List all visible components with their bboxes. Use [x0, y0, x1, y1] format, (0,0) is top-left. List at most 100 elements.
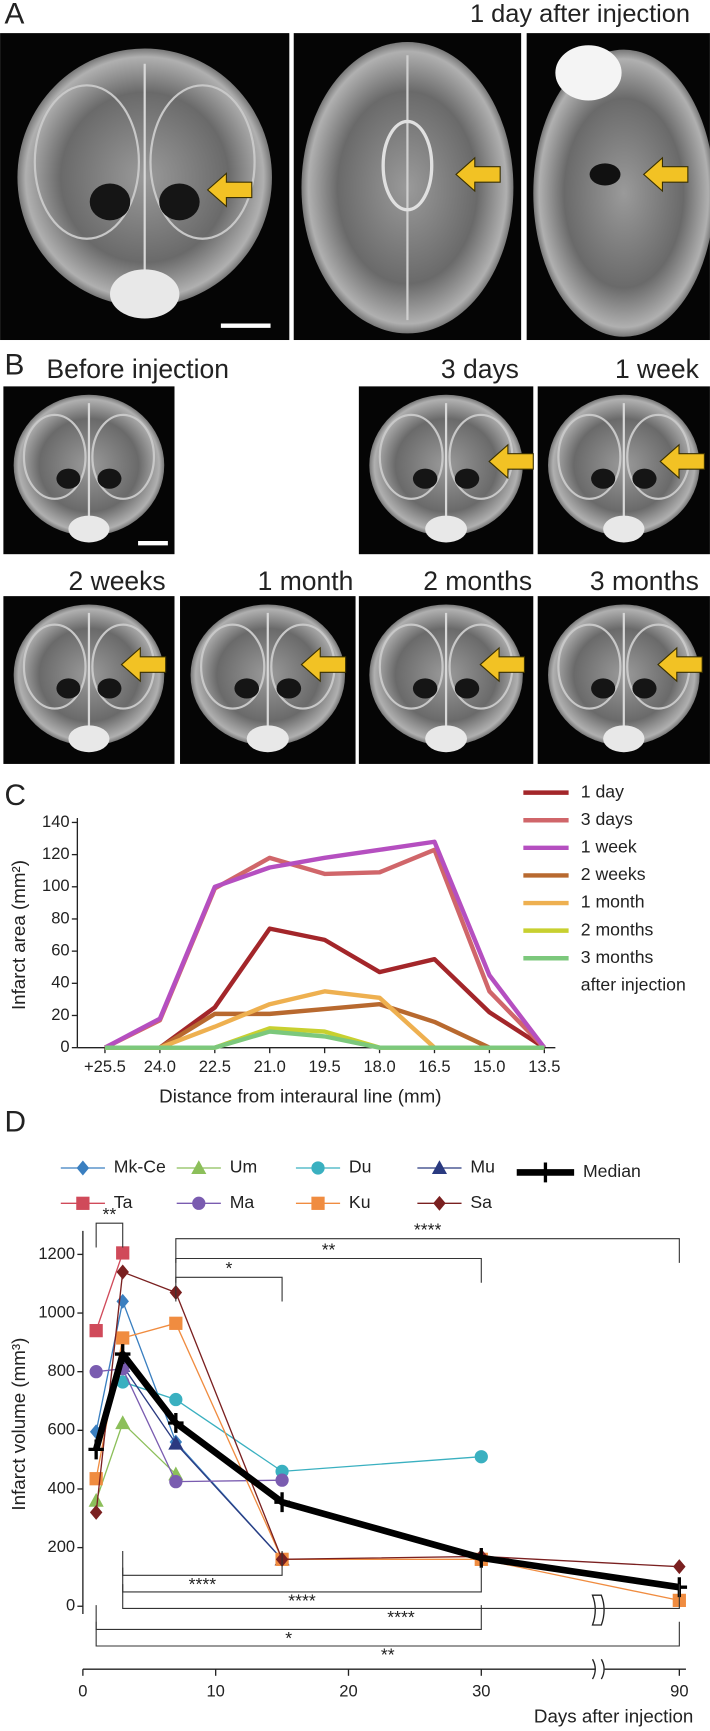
legend-marker	[311, 1196, 325, 1210]
y-tick-label: 120	[42, 844, 70, 863]
significance-label: ****	[387, 1607, 415, 1627]
series-line	[104, 1002, 545, 1050]
hemisphere	[149, 84, 256, 240]
legend-marker	[76, 1160, 90, 1176]
significance-label: *	[226, 1258, 233, 1278]
significance-label: ****	[414, 1220, 442, 1240]
legend-marker	[433, 1195, 446, 1211]
legend-marker	[311, 1161, 325, 1175]
point	[169, 1475, 183, 1489]
y-tick-label: 80	[51, 908, 69, 927]
ventricle	[381, 119, 434, 212]
brainstem	[68, 515, 110, 543]
ventricle	[632, 468, 657, 489]
hemisphere	[91, 413, 156, 500]
x-tick-label: 0	[78, 1682, 87, 1701]
significance-bracket	[175, 1276, 283, 1302]
eye	[555, 45, 622, 101]
legend-marker	[192, 1196, 206, 1210]
panel-title: 1 day after injection	[470, 0, 690, 28]
axis-break	[591, 1594, 605, 1626]
arrow	[659, 443, 705, 480]
x-tick-label: 15.0	[473, 1057, 505, 1076]
x-tick-label: 22.5	[199, 1057, 231, 1076]
point	[114, 1344, 131, 1365]
point	[88, 1439, 104, 1460]
legend-label: 2 weeks	[581, 864, 646, 884]
image-label: 3 days	[441, 354, 519, 384]
y-tick-label: 1000	[38, 1302, 75, 1321]
legend-label: 1 day	[581, 781, 624, 801]
significance-bracket	[122, 1551, 283, 1576]
ventricle	[454, 468, 480, 489]
y-tick-label: 800	[48, 1361, 76, 1380]
y-tick-label: 140	[42, 812, 70, 831]
brainstem	[603, 515, 645, 543]
legend-label: Du	[349, 1157, 372, 1177]
hemisphere	[199, 623, 266, 710]
series-line	[92, 1350, 680, 1591]
x-tick-label: 21.0	[254, 1057, 286, 1076]
series-line	[95, 1422, 177, 1501]
x-tick-label: 10	[206, 1682, 224, 1701]
legend-label: 1 month	[581, 892, 645, 912]
hemisphere	[557, 413, 622, 500]
ventricle	[97, 678, 122, 699]
legend-label: 2 months	[581, 919, 654, 939]
point	[275, 1473, 289, 1487]
significance-bracket	[95, 1621, 680, 1647]
x-tick-label: 13.5	[528, 1057, 560, 1076]
image-label: 1 week	[615, 354, 700, 384]
arrow	[206, 172, 253, 208]
series-line	[104, 1029, 545, 1050]
arrow	[479, 646, 526, 683]
point	[274, 1492, 290, 1513]
image-label: 3 months	[590, 566, 699, 596]
x-tick-label: 24.0	[144, 1057, 176, 1076]
significance-label: **	[103, 1204, 117, 1224]
y-tick-label: 400	[48, 1478, 76, 1497]
ventricle	[591, 678, 616, 699]
point	[89, 1504, 103, 1520]
brainstem	[425, 515, 468, 543]
x-tick-label: 18.0	[363, 1057, 395, 1076]
significance-label: ****	[288, 1591, 316, 1611]
ventricle	[56, 678, 81, 699]
point	[474, 1450, 488, 1464]
hemisphere	[378, 623, 444, 710]
y-axis-label: Infarct volume (mm³)	[8, 1338, 29, 1511]
y-tick-label: 600	[48, 1420, 76, 1439]
x-tick-label: 16.5	[418, 1057, 450, 1076]
legend-marker	[431, 1160, 448, 1175]
significance-bracket	[95, 1605, 482, 1630]
point	[115, 1415, 131, 1430]
legend-label: Median	[583, 1161, 641, 1181]
image-label: 2 weeks	[69, 566, 166, 596]
hemisphere	[33, 84, 141, 240]
legend-label: Ta	[114, 1192, 133, 1212]
ventricle	[89, 183, 131, 221]
brainstem	[603, 725, 645, 753]
legend-label: Sa	[470, 1192, 492, 1212]
brain	[533, 49, 710, 337]
significance-label: **	[322, 1239, 336, 1259]
point	[88, 1492, 104, 1507]
x-tick-label: 30	[472, 1682, 490, 1701]
point	[89, 1324, 103, 1338]
ventricle	[632, 678, 657, 699]
x-tick-label: 90	[670, 1682, 688, 1701]
y-tick-label: 100	[42, 876, 70, 895]
legend-label: 1 week	[581, 837, 637, 857]
point	[169, 1316, 183, 1330]
arrow	[488, 443, 534, 480]
legend-label: 3 months	[581, 947, 654, 967]
significance-label: ****	[189, 1574, 217, 1594]
significance-bracket	[122, 1584, 680, 1610]
significance-label: *	[285, 1628, 292, 1648]
hemisphere	[557, 623, 622, 710]
x-axis-label: Days after injection	[534, 1706, 693, 1727]
series-line	[95, 1322, 680, 1602]
y-tick-label: 200	[48, 1537, 76, 1556]
